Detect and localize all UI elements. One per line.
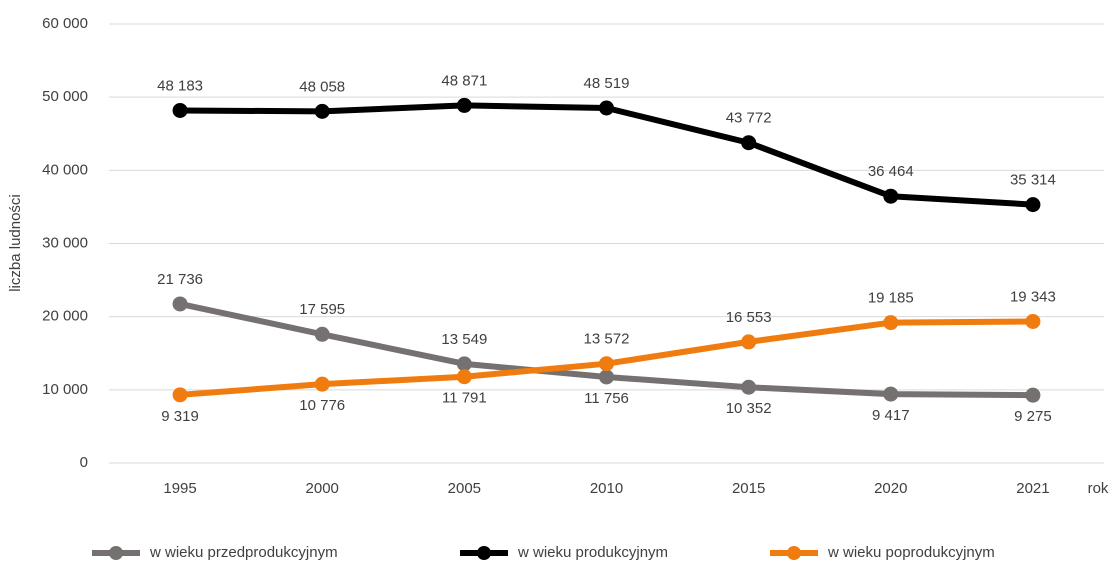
data-point (1025, 197, 1041, 213)
y-tick-label: 20 000 (42, 308, 88, 325)
legend-label: w wieku poprodukcyjnym (827, 544, 995, 561)
y-tick-label: 50 000 (42, 88, 88, 105)
x-tick-label: 2010 (590, 480, 623, 497)
x-axis-label: rok (1088, 480, 1109, 497)
data-label: 11 756 (584, 390, 629, 407)
data-point (883, 315, 899, 331)
data-point (456, 356, 472, 372)
data-point (314, 376, 330, 392)
data-point (456, 369, 472, 385)
data-label: 9 275 (1014, 408, 1052, 425)
data-point (1025, 313, 1041, 329)
data-label: 48 183 (157, 77, 203, 94)
x-tick-label: 2000 (306, 480, 339, 497)
data-point (456, 97, 472, 113)
y-tick-label: 30 000 (42, 234, 88, 251)
data-point (883, 386, 899, 402)
data-label: 48 519 (584, 75, 630, 92)
y-tick-label: 60 000 (42, 15, 88, 32)
legend-marker (109, 546, 123, 560)
data-label: 17 595 (299, 301, 345, 318)
x-tick-label: 1995 (163, 480, 196, 497)
data-label: 10 352 (726, 400, 772, 417)
x-tick-label: 2015 (732, 480, 765, 497)
y-tick-label: 40 000 (42, 161, 88, 178)
y-tick-label: 10 000 (42, 381, 88, 398)
x-tick-label: 2005 (448, 480, 481, 497)
x-tick-label: 2021 (1016, 480, 1049, 497)
data-label: 48 871 (441, 72, 487, 89)
data-label: 13 572 (584, 331, 630, 348)
data-point (599, 356, 614, 372)
data-point (599, 369, 614, 385)
data-point (314, 103, 330, 119)
data-point (314, 326, 330, 342)
data-label: 9 319 (161, 408, 199, 425)
y-tick-label: 0 (80, 454, 88, 471)
data-point (1025, 387, 1041, 403)
data-point (599, 100, 614, 116)
data-label: 13 549 (441, 331, 487, 348)
legend-label: w wieku przedprodukcyjnym (149, 544, 338, 561)
legend-marker (477, 546, 491, 560)
legend-marker (787, 546, 801, 560)
data-point (741, 334, 757, 350)
data-label: 35 314 (1010, 172, 1056, 189)
data-point (172, 296, 188, 312)
data-label: 21 736 (157, 271, 203, 288)
data-point (741, 379, 757, 395)
data-point (172, 102, 188, 118)
data-point (883, 188, 899, 204)
data-label: 48 058 (299, 78, 345, 95)
data-label: 16 553 (726, 309, 772, 326)
data-point (741, 135, 757, 151)
y-axis-label: liczba ludności (7, 194, 24, 292)
legend-label: w wieku produkcyjnym (517, 544, 668, 561)
data-label: 43 772 (726, 110, 772, 127)
x-tick-label: 2020 (874, 480, 907, 497)
data-label: 9 417 (872, 407, 910, 424)
data-label: 10 776 (299, 397, 345, 414)
data-label: 11 791 (442, 390, 487, 407)
data-point (172, 387, 188, 403)
data-label: 19 343 (1010, 288, 1056, 305)
series-line (180, 102, 1034, 208)
data-label: 19 185 (868, 290, 914, 307)
data-label: 36 464 (868, 163, 914, 180)
